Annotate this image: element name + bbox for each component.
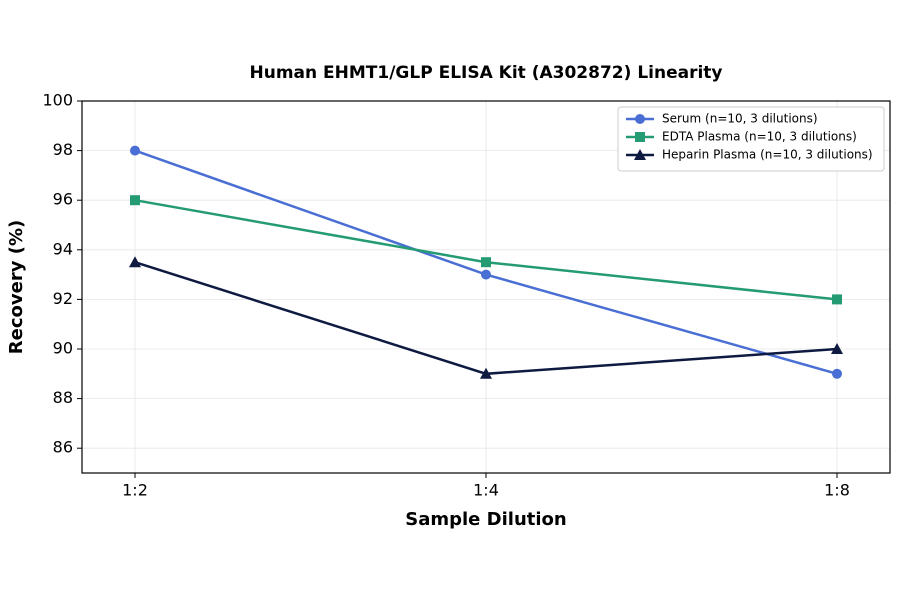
y-axis-label: Recovery (%) bbox=[6, 220, 27, 354]
y-tick-label: 90 bbox=[53, 339, 73, 358]
marker bbox=[831, 343, 843, 354]
y-tick-label: 94 bbox=[53, 239, 73, 258]
x-tick-label: 1:2 bbox=[122, 481, 148, 500]
marker bbox=[481, 269, 491, 280]
chart-title: Human EHMT1/GLP ELISA Kit (A302872) Line… bbox=[250, 63, 723, 83]
plot-frame bbox=[81, 100, 891, 474]
marker bbox=[480, 367, 492, 379]
marker bbox=[832, 294, 842, 305]
marker bbox=[130, 195, 140, 206]
marker bbox=[130, 145, 140, 156]
marker bbox=[634, 149, 646, 160]
legend-label: Heparin Plasma (n=10, 3 dilutions) bbox=[662, 148, 873, 162]
marker bbox=[832, 368, 842, 379]
y-tick-label: 92 bbox=[53, 289, 73, 308]
legend-label: Serum (n=10, 3 dilutions) bbox=[662, 112, 818, 126]
y-tick-label: 98 bbox=[53, 140, 73, 159]
marker bbox=[129, 256, 141, 268]
x-tick-label: 1:4 bbox=[473, 481, 499, 500]
marker bbox=[481, 257, 491, 268]
legend-box bbox=[617, 106, 885, 172]
x-tick-label: 1:8 bbox=[824, 481, 850, 500]
legend-label: EDTA Plasma (n=10, 3 dilutions) bbox=[662, 130, 857, 144]
y-tick-label: 86 bbox=[53, 438, 73, 457]
marker bbox=[635, 132, 645, 142]
x-axis-label: Sample Dilution bbox=[405, 509, 566, 530]
y-tick-label: 96 bbox=[53, 190, 73, 209]
y-tick-label: 100 bbox=[42, 91, 73, 110]
y-tick-label: 88 bbox=[53, 388, 73, 407]
marker bbox=[635, 114, 645, 124]
